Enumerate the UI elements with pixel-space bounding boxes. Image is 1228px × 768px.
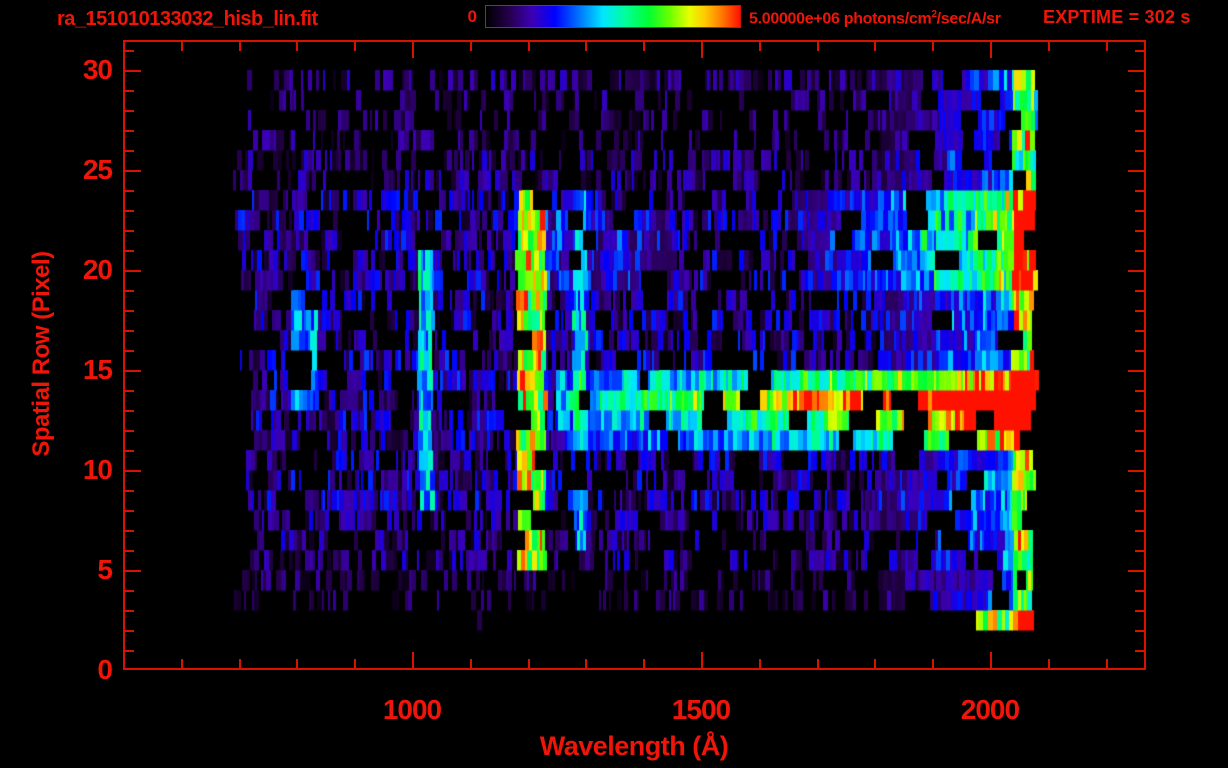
colorbar	[485, 5, 741, 28]
plot-frame	[123, 40, 1146, 670]
colorbar-max-superscript: 2	[931, 9, 937, 20]
colorbar-min-label: 0	[467, 7, 477, 26]
fits-filename-title: ra_151010133032_hisb_lin.fit	[57, 8, 318, 30]
y-axis-title: Spatial Row (Pixel)	[28, 251, 55, 457]
colorbar-max-label: 5.00000e+06 photons/cm2/sec/A/sr	[749, 9, 1001, 28]
colorbar-max-prefix: 5.00000e+06 photons/cm	[749, 10, 932, 28]
x-axis-title: Wavelength (Å)	[539, 731, 729, 761]
exptime-label: EXPTIME = 302 s	[1043, 7, 1191, 27]
colorbar-max-suffix: /sec/A/sr	[936, 10, 1001, 28]
